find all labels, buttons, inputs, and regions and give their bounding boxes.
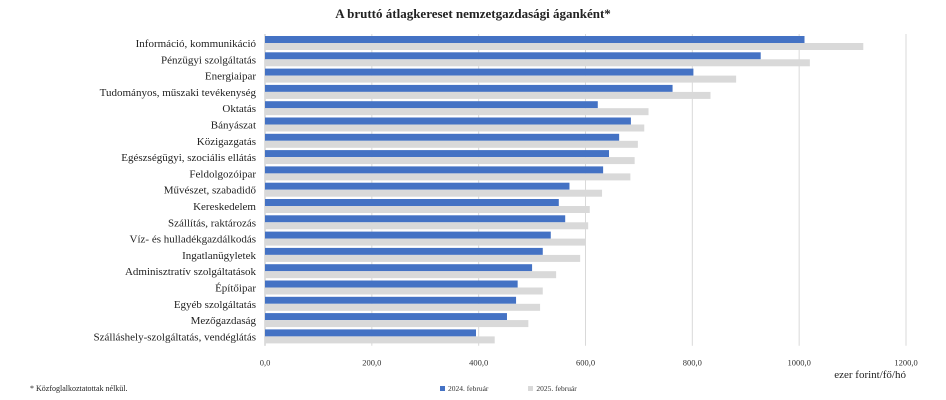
bar-2025 <box>265 287 543 295</box>
category-label: Közigazgatás <box>197 136 256 148</box>
bar-layer <box>265 36 864 344</box>
category-label: Egészségügyi, szociális ellátás <box>121 152 256 164</box>
category-label: Pénzügyi szolgáltatás <box>161 54 256 66</box>
bar-2025 <box>265 75 737 83</box>
x-axis-unit-label: ezer forint/fő/hó <box>834 369 906 381</box>
x-tick-label: 800,0 <box>683 358 702 368</box>
chart-title: A bruttó átlagkereset nemzetgazdasági ág… <box>335 6 611 21</box>
bar-2025 <box>265 140 638 148</box>
legend: 2024. február 2025. február <box>440 384 577 393</box>
bar-2024 <box>265 247 543 255</box>
bar-2024 <box>265 329 476 337</box>
bar-2025 <box>265 189 603 197</box>
bar-2024 <box>265 166 604 174</box>
category-label: Ingatlanügyletek <box>182 250 256 262</box>
category-label: Kereskedelem <box>193 201 256 213</box>
bar-2025 <box>265 43 864 50</box>
x-tick-label: 200,0 <box>362 358 381 368</box>
bar-2025 <box>265 336 495 344</box>
category-label: Oktatás <box>222 103 256 115</box>
bar-2024 <box>265 280 518 288</box>
footnote: * Közfoglalkoztatottak nélkül. <box>30 384 128 393</box>
category-label: Mezőgazdaság <box>191 315 257 327</box>
bar-2025 <box>265 222 589 230</box>
bar-2024 <box>265 36 805 43</box>
category-label: Egyéb szolgáltatás <box>174 299 256 311</box>
bar-2025 <box>265 59 810 67</box>
x-tick-label: 1200,0 <box>894 358 917 368</box>
bar-2025 <box>265 91 711 99</box>
bar-2025 <box>265 173 631 181</box>
x-tick-label: 1000,0 <box>787 358 810 368</box>
category-label: Művészet, szabadidő <box>164 185 257 197</box>
bar-2024 <box>265 231 551 239</box>
bar-2024 <box>265 117 631 125</box>
category-label: Feldolgozóipar <box>189 168 256 180</box>
legend-item-2025: 2025. február <box>528 384 577 393</box>
category-label: Tudományos, műszaki tevékenység <box>100 87 257 99</box>
bar-2025 <box>265 320 529 328</box>
bar-2024 <box>265 84 673 92</box>
bar-2024 <box>265 215 566 223</box>
bar-2024 <box>265 313 507 321</box>
x-tick-label: 0,0 <box>260 358 271 368</box>
bar-2025 <box>265 124 645 132</box>
category-label: Szállítás, raktározás <box>168 217 256 229</box>
category-labels: Információ, kommunikáció Pénzügyi szolgál… <box>94 38 257 343</box>
bar-2024 <box>265 133 620 141</box>
bar-2024 <box>265 182 570 190</box>
category-label: Építőipar <box>215 283 256 295</box>
legend-label-2025: 2025. február <box>536 384 577 393</box>
legend-swatch-2025 <box>528 386 534 391</box>
legend-label-2024: 2024. február <box>448 384 489 393</box>
category-label: Adminisztratív szolgáltatások <box>125 266 257 278</box>
x-axis-ticks: 0,0 200,0 400,0 600,0 800,0 1000,0 1200,0 <box>260 358 918 368</box>
bar-2025 <box>265 206 590 213</box>
bar-2024 <box>265 68 694 76</box>
legend-item-2024: 2024. február <box>440 384 488 393</box>
x-tick-label: 600,0 <box>576 358 595 368</box>
bar-2024 <box>265 101 598 109</box>
bar-2025 <box>265 108 649 116</box>
bar-2025 <box>265 303 541 311</box>
bar-2024 <box>265 150 610 158</box>
category-label: Víz- és hulladékgazdálkodás <box>130 234 256 246</box>
category-label: Információ, kommunikáció <box>136 38 257 50</box>
bar-2025 <box>265 157 635 165</box>
legend-swatch-2024 <box>440 386 445 391</box>
bar-2025 <box>265 254 581 262</box>
bar-2025 <box>265 271 557 279</box>
category-label: Szálláshely-szolgáltatás, vendéglátás <box>94 331 257 343</box>
bar-2024 <box>265 199 559 206</box>
category-label: Bányászat <box>211 120 256 132</box>
bar-2025 <box>265 238 586 246</box>
bar-2024 <box>265 264 533 272</box>
bar-2024 <box>265 52 761 60</box>
x-tick-label: 400,0 <box>469 358 488 368</box>
category-label: Energiaipar <box>205 71 256 83</box>
bar-2024 <box>265 296 517 304</box>
